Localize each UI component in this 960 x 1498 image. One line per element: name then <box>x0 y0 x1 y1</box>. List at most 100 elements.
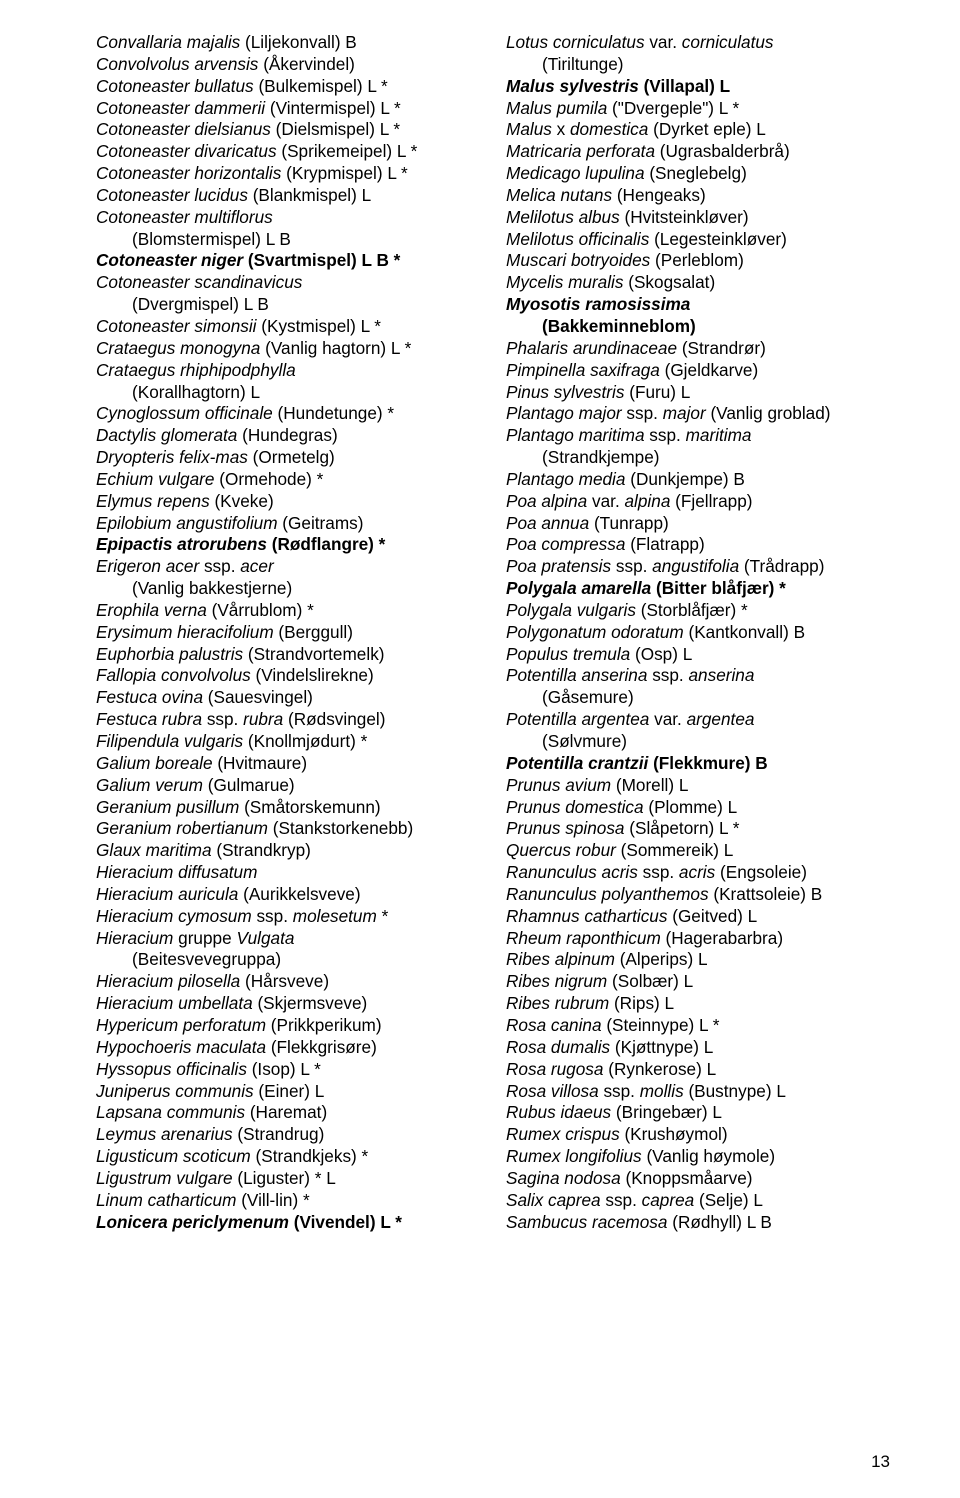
text-segment: (Storblåfjær) * <box>641 600 748 620</box>
species-entry: Cotoneaster simonsii (Kystmispel) L * <box>96 316 486 338</box>
text-segment: (Trådrapp) <box>744 556 825 576</box>
text-segment: (Strandrug) <box>237 1124 324 1144</box>
text-segment: (Hengeaks) <box>617 185 706 205</box>
text-segment: Myosotis ramosissima <box>506 294 690 314</box>
text-segment: Erysimum hieracifolium <box>96 622 278 642</box>
species-entry: Polygala vulgaris (Storblåfjær) * <box>506 600 896 622</box>
text-segment: anserina <box>688 665 754 685</box>
species-entry: Rumex crispus (Krushøymol) <box>506 1124 896 1146</box>
text-segment: Rhamnus catharticus <box>506 906 672 926</box>
text-segment: (Krypmispel) L * <box>286 163 408 183</box>
text-segment: ssp. <box>204 556 240 576</box>
species-entry: Erophila verna (Vårrublom) * <box>96 600 486 622</box>
text-segment: (Berggull) <box>278 622 353 642</box>
text-segment: Cotoneaster divaricatus <box>96 141 281 161</box>
text-segment: Echium vulgare <box>96 469 219 489</box>
species-entry: Geranium robertianum (Stankstorkenebb) <box>96 818 486 840</box>
species-entry: Rosa villosa ssp. mollis (Bustnype) L <box>506 1081 896 1103</box>
species-entry: Plantago maritima ssp. maritima <box>506 425 896 447</box>
text-segment: (Gåsemure) <box>542 687 634 707</box>
text-segment: (Rødhyll) L B <box>672 1212 772 1232</box>
text-segment: Polygala vulgaris <box>506 600 641 620</box>
text-segment: Linum catharticum <box>96 1190 241 1210</box>
text-segment: Rumex longifolius <box>506 1146 646 1166</box>
text-segment: (Kantkonvall) B <box>688 622 805 642</box>
text-segment: Plantago major <box>506 403 626 423</box>
species-entry: Festuca ovina (Sauesvingel) <box>96 687 486 709</box>
text-segment: Rosa dumalis <box>506 1037 615 1057</box>
text-segment: (Liguster) * L <box>237 1168 335 1188</box>
species-entry: Glaux maritima (Strandkryp) <box>96 840 486 862</box>
text-segment: (Isop) L * <box>252 1059 321 1079</box>
text-segment: Ligustrum vulgare <box>96 1168 237 1188</box>
species-entry: Festuca rubra ssp. rubra (Rødsvingel) <box>96 709 486 731</box>
species-entry: Geranium pusillum (Småtorskemunn) <box>96 797 486 819</box>
text-segment: Galium verum <box>96 775 208 795</box>
species-entry: Prunus avium (Morell) L <box>506 775 896 797</box>
text-segment: (Flatrapp) <box>630 534 705 554</box>
text-segment: Prunus domestica <box>506 797 648 817</box>
left-column: Convallaria majalis (Liljekonvall) BConv… <box>96 32 486 1233</box>
species-entry: Hieracium diffusatum <box>96 862 486 884</box>
text-segment: maritima <box>686 425 752 445</box>
text-segment: (Bustnype) L <box>688 1081 785 1101</box>
text-segment: Fallopia convolvolus <box>96 665 256 685</box>
text-segment: (Dunkjempe) B <box>630 469 745 489</box>
text-segment: (Ormetelg) <box>253 447 335 467</box>
text-segment: ssp. <box>603 1081 639 1101</box>
text-segment: Erophila verna <box>96 600 212 620</box>
species-entry: Potentilla argentea var. argentea <box>506 709 896 731</box>
text-segment: Quercus robur <box>506 840 621 860</box>
text-segment: (Sommereik) L <box>621 840 734 860</box>
text-segment: (Vintermispel) L * <box>270 98 401 118</box>
species-entry: Dactylis glomerata (Hundegras) <box>96 425 486 447</box>
text-segment: Hieracium pilosella <box>96 971 245 991</box>
species-entry: Ranunculus acris ssp. acris (Engsoleie) <box>506 862 896 884</box>
text-segment: (Krattsoleie) B <box>713 884 822 904</box>
text-segment: Erigeron acer <box>96 556 204 576</box>
species-entry: Ribes alpinum (Alperips) L <box>506 949 896 971</box>
text-segment: caprea <box>642 1190 699 1210</box>
text-segment: Mycelis muralis <box>506 272 628 292</box>
text-segment: Potentilla argentea <box>506 709 654 729</box>
text-segment: ("Dvergeple") L * <box>612 98 739 118</box>
text-segment: gruppe <box>178 928 236 948</box>
species-entry: Prunus spinosa (Slåpetorn) L * <box>506 818 896 840</box>
species-entry: Linum catharticum (Vill-lin) * <box>96 1190 486 1212</box>
text-segment: Prunus avium <box>506 775 616 795</box>
species-entry: Cotoneaster dielsianus (Dielsmispel) L * <box>96 119 486 141</box>
text-segment: Malus <box>506 119 557 139</box>
species-entry: (Tiriltunge) <box>506 54 896 76</box>
species-entry: Cotoneaster dammerii (Vintermispel) L * <box>96 98 486 120</box>
text-segment: (Rips) L <box>614 993 674 1013</box>
text-segment: Vulgata <box>236 928 294 948</box>
text-segment: Hypericum perforatum <box>96 1015 271 1035</box>
text-segment: (Skogsalat) <box>628 272 715 292</box>
text-segment: (Aurikkelsveve) <box>243 884 360 904</box>
text-segment: Cotoneaster dielsianus <box>96 119 276 139</box>
species-entry: Hypochoeris maculata (Flekkgrisøre) <box>96 1037 486 1059</box>
text-segment: (Dyrket eple) L <box>653 119 766 139</box>
text-segment: Rosa canina <box>506 1015 606 1035</box>
text-segment: molesetum <box>293 906 382 926</box>
text-segment: var. <box>654 709 686 729</box>
species-entry: (Bakkeminneblom) <box>506 316 896 338</box>
text-segment: Hieracium umbellata <box>96 993 257 1013</box>
text-segment: (Strandkjempe) <box>542 447 660 467</box>
text-segment: (Dvergmispel) L B <box>132 294 269 314</box>
species-entry: Lotus corniculatus var. corniculatus <box>506 32 896 54</box>
species-entry: Malus x domestica (Dyrket eple) L <box>506 119 896 141</box>
text-segment: (Korallhagtorn) L <box>132 382 260 402</box>
text-segment: (Gjeldkarve) <box>665 360 759 380</box>
species-entry: Myosotis ramosissima <box>506 294 896 316</box>
species-entry: Crataegus monogyna (Vanlig hagtorn) L * <box>96 338 486 360</box>
page-number: 13 <box>871 1452 890 1472</box>
species-entry: Convolvolus arvensis (Åkervindel) <box>96 54 486 76</box>
species-entry: Poa alpina var. alpina (Fjellrapp) <box>506 491 896 513</box>
text-segment: ssp. <box>643 862 679 882</box>
text-segment: Cotoneaster niger <box>96 250 248 270</box>
text-segment: Melica nutans <box>506 185 617 205</box>
text-segment: (Blomstermispel) L B <box>132 229 291 249</box>
species-entry: Epilobium angustifolium (Geitrams) <box>96 513 486 535</box>
text-segment: (Bakkeminneblom) <box>542 316 696 336</box>
